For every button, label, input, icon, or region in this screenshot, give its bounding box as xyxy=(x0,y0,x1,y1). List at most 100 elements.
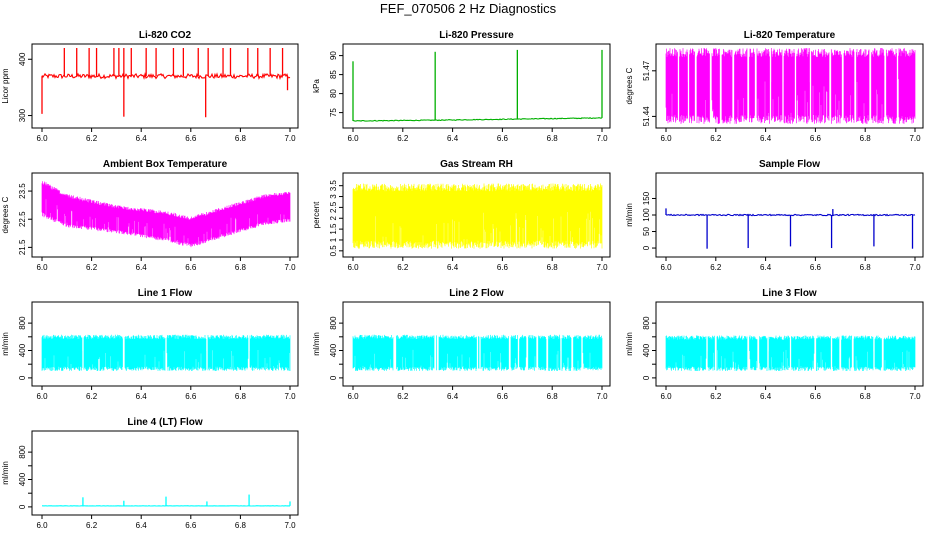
y-tick-label: 0 xyxy=(18,375,27,380)
plot-frame xyxy=(342,43,611,129)
x-tick-label: 6.4 xyxy=(447,392,459,401)
series-rh xyxy=(352,183,603,249)
x-tick-label: 6.6 xyxy=(810,392,822,401)
y-tick-label: 400 xyxy=(18,343,27,357)
x-tick-label: 6.4 xyxy=(136,134,148,143)
y-axis-label: ml/min xyxy=(625,332,634,356)
panel-title: Li-820 Temperature xyxy=(744,30,836,41)
x-tick-label: 6.2 xyxy=(86,263,98,272)
x-tick-label: 6.2 xyxy=(397,263,409,272)
panel-title: Line 1 Flow xyxy=(138,288,193,299)
y-axis-label: ml/min xyxy=(312,332,321,356)
plot-frame xyxy=(31,172,299,258)
y-tick-label: 90 xyxy=(329,51,338,60)
x-tick-label: 7.0 xyxy=(909,263,921,272)
y-axis-label: ml/min xyxy=(1,461,10,485)
x-tick-label: 6.0 xyxy=(660,134,672,143)
x-tick-label: 7.0 xyxy=(596,134,608,143)
x-tick-label: 6.0 xyxy=(660,392,672,401)
x-tick-label: 6.2 xyxy=(86,521,98,530)
x-tick-label: 6.4 xyxy=(136,263,148,272)
x-tick-label: 6.0 xyxy=(347,263,359,272)
y-tick-label: 0 xyxy=(329,375,338,380)
x-tick-label: 7.0 xyxy=(284,392,296,401)
panel-line4-flow: Line 4 (LT) Flow 6.0 6.2 6.4 6.6 6.8 7.0 0 400 80… xyxy=(1,417,299,530)
x-tick-label: 6.4 xyxy=(760,392,772,401)
plot-frame xyxy=(31,430,299,516)
x-tick-label: 7.0 xyxy=(284,521,296,530)
panel-title: Li-820 Pressure xyxy=(439,30,514,41)
y-tick-label: 150 xyxy=(642,191,651,205)
panel-pressure: Li-820 Pressure 6.0 6.2 6.4 6.6 6.8 7.0 75 80 85 9… xyxy=(312,30,611,143)
x-tick-label: 6.4 xyxy=(136,392,148,401)
panel-line2-flow: Line 2 Flow 6.0 6.2 6.4 6.6 6.8 7.0 0 400 800 ml/m… xyxy=(312,288,611,401)
y-tick-label: 0 xyxy=(18,504,27,509)
x-tick-label: 6.0 xyxy=(347,392,359,401)
plot-frame xyxy=(342,172,611,258)
panel-title: Ambient Box Temperature xyxy=(103,159,228,170)
panel-title: Line 4 (LT) Flow xyxy=(127,417,203,428)
plot-frame xyxy=(31,43,299,129)
y-tick-label: 0 xyxy=(642,375,651,380)
y-tick-label: 21.5 xyxy=(18,239,27,255)
plot-frame xyxy=(655,43,924,129)
series-pressure xyxy=(352,49,603,122)
y-tick-label: 85 xyxy=(329,70,338,79)
x-tick-label: 6.6 xyxy=(810,134,822,143)
x-tick-label: 6.6 xyxy=(497,263,509,272)
x-tick-label: 6.8 xyxy=(235,392,247,401)
y-tick-label: 800 xyxy=(642,316,651,330)
y-tick-label: 2 xyxy=(329,215,338,220)
panel-title: Line 3 Flow xyxy=(762,288,817,299)
x-tick-label: 6.4 xyxy=(447,263,459,272)
y-tick-label: 3 xyxy=(329,194,338,199)
x-tick-label: 6.0 xyxy=(36,263,48,272)
x-tick-label: 6.6 xyxy=(810,263,822,272)
y-tick-label: 80 xyxy=(329,89,338,98)
panel-ambient-temp: Ambient Box Temperature 6.0 6.2 6.4 6.6 6.8 7.… xyxy=(1,159,299,272)
x-tick-label: 7.0 xyxy=(284,134,296,143)
y-tick-label: 800 xyxy=(18,316,27,330)
data-band xyxy=(665,48,916,124)
x-tick-label: 7.0 xyxy=(596,263,608,272)
x-tick-label: 6.8 xyxy=(235,134,247,143)
series-sample xyxy=(665,208,916,249)
y-tick-label: 800 xyxy=(18,445,27,459)
panel-gas-rh: Gas Stream RH 6.0 6.2 6.4 6.6 6.8 7.0 0.5 1 1.5 2 2… xyxy=(312,159,611,272)
x-tick-label: 6.2 xyxy=(86,134,98,143)
y-tick-label: 51.47 xyxy=(642,60,651,81)
y-tick-label: 1 xyxy=(329,237,338,242)
plot-frame xyxy=(31,301,299,387)
y-axis-label: kPa xyxy=(312,79,321,93)
x-tick-label: 6.2 xyxy=(710,392,722,401)
x-tick-label: 6.0 xyxy=(660,263,672,272)
series-temperature xyxy=(665,48,916,124)
x-tick-label: 6.2 xyxy=(397,134,409,143)
data-band xyxy=(41,334,291,371)
panel-title: Gas Stream RH xyxy=(440,159,513,170)
x-tick-label: 6.8 xyxy=(860,392,872,401)
y-tick-label: 400 xyxy=(329,343,338,357)
y-tick-label: 1.5 xyxy=(329,223,338,235)
panel-title: Li-820 CO2 xyxy=(139,30,192,41)
x-tick-label: 6.2 xyxy=(86,392,98,401)
x-tick-label: 6.8 xyxy=(547,134,559,143)
data-line xyxy=(352,117,603,122)
series-line-4 xyxy=(42,494,291,507)
x-tick-label: 6.8 xyxy=(860,263,872,272)
panel-sample-flow: Sample Flow 6.0 6.2 6.4 6.6 6.8 7.0 0 50 100 150 ml… xyxy=(625,159,924,272)
y-tick-label: 400 xyxy=(18,52,27,66)
y-tick-label: 0 xyxy=(642,245,651,250)
x-tick-label: 6.6 xyxy=(185,263,197,272)
data-band xyxy=(665,335,916,371)
panel-licor-temp: Li-820 Temperature 6.0 6.2 6.4 6.6 6.8 7.0 51.4… xyxy=(625,30,924,143)
y-tick-label: 3.5 xyxy=(329,180,338,192)
panel-title: Sample Flow xyxy=(759,159,820,170)
y-tick-label: 800 xyxy=(329,316,338,330)
x-tick-label: 6.4 xyxy=(760,134,772,143)
x-tick-label: 6.2 xyxy=(710,134,722,143)
x-tick-label: 7.0 xyxy=(909,392,921,401)
x-tick-label: 7.0 xyxy=(596,392,608,401)
x-tick-label: 6.0 xyxy=(36,521,48,530)
